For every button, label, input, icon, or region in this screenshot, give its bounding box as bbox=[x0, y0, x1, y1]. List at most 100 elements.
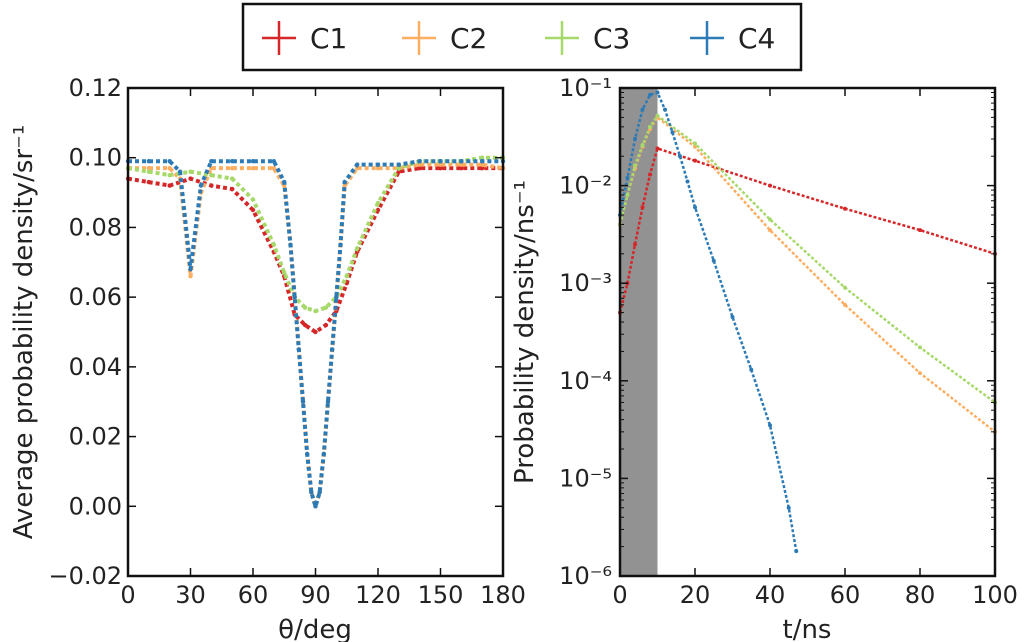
data-point bbox=[843, 302, 847, 307]
data-point bbox=[670, 130, 675, 135]
left-ytick-label: 0.06 bbox=[69, 283, 122, 311]
left-xlabel: θ/deg bbox=[278, 615, 352, 642]
data-point bbox=[640, 205, 645, 210]
data-point bbox=[167, 183, 172, 188]
data-point bbox=[342, 179, 347, 185]
data-point bbox=[321, 451, 327, 457]
data-point bbox=[693, 141, 697, 146]
data-point bbox=[640, 143, 645, 148]
data-point bbox=[749, 367, 754, 372]
data-point bbox=[229, 159, 235, 164]
data-point bbox=[313, 308, 318, 314]
right-xtick-label: 80 bbox=[905, 581, 936, 609]
data-point bbox=[396, 169, 402, 174]
right-series-c1 bbox=[618, 146, 997, 315]
data-point bbox=[282, 270, 287, 275]
data-point bbox=[188, 176, 193, 181]
data-point bbox=[693, 205, 697, 210]
data-point bbox=[843, 206, 847, 211]
data-point bbox=[313, 504, 318, 509]
data-point bbox=[354, 162, 360, 167]
data-point bbox=[313, 329, 318, 335]
data-point bbox=[768, 183, 772, 188]
data-point bbox=[693, 158, 697, 163]
left-series-line bbox=[128, 159, 503, 514]
legend-label: C1 bbox=[310, 22, 347, 55]
data-point bbox=[375, 162, 381, 167]
data-point bbox=[786, 505, 791, 510]
data-point bbox=[250, 197, 256, 202]
data-point bbox=[338, 242, 343, 248]
data-point bbox=[375, 200, 381, 206]
data-point bbox=[918, 371, 922, 376]
data-point bbox=[396, 162, 402, 167]
data-point bbox=[918, 228, 922, 233]
data-point bbox=[188, 267, 193, 272]
data-point bbox=[768, 228, 772, 233]
data-point bbox=[146, 165, 152, 171]
data-point bbox=[302, 305, 308, 310]
data-point bbox=[648, 172, 652, 177]
data-point bbox=[685, 179, 690, 184]
data-point bbox=[479, 165, 485, 171]
data-point bbox=[329, 347, 335, 352]
right-xtick-label: 20 bbox=[680, 581, 711, 609]
left-ytick-label: −0.02 bbox=[48, 562, 122, 590]
left-ytick-label: 0.08 bbox=[69, 213, 122, 241]
data-point bbox=[711, 258, 716, 263]
right-panel: 0 20 40 60 80 100 10⁻⁶ 10⁻⁵ 10⁻⁴ 10⁻³ 10⁻² 10⁻¹ t/n… bbox=[510, 74, 1018, 642]
data-point bbox=[417, 159, 422, 164]
data-point bbox=[229, 165, 235, 171]
left-xtick-label: 30 bbox=[175, 581, 206, 609]
data-point bbox=[648, 124, 652, 129]
data-point bbox=[342, 183, 347, 188]
data-point bbox=[271, 242, 277, 248]
data-point bbox=[730, 315, 735, 320]
legend-entry-c2: C2 bbox=[402, 21, 487, 55]
right-ytick-label: 10⁻³ bbox=[559, 269, 612, 297]
data-point bbox=[167, 165, 172, 171]
data-point bbox=[317, 490, 322, 495]
data-point bbox=[438, 165, 443, 171]
left-ytick-label: 0.04 bbox=[69, 353, 122, 381]
data-point bbox=[146, 169, 152, 174]
right-xtick-label: 100 bbox=[972, 581, 1018, 609]
legend-label: C2 bbox=[450, 22, 487, 55]
data-point bbox=[794, 549, 799, 554]
data-point bbox=[417, 165, 422, 171]
data-point bbox=[282, 179, 287, 185]
data-point bbox=[655, 90, 660, 95]
data-point bbox=[271, 165, 277, 171]
data-point bbox=[304, 451, 310, 457]
left-ytick-label: 0.00 bbox=[69, 492, 122, 520]
data-point bbox=[768, 423, 772, 428]
right-ytick-label: 10⁻⁶ bbox=[559, 562, 612, 590]
data-point bbox=[271, 159, 277, 164]
data-point bbox=[323, 305, 329, 310]
data-point bbox=[167, 159, 172, 164]
data-point bbox=[663, 107, 667, 112]
data-point bbox=[302, 322, 308, 328]
right-ytick-label: 10⁻⁴ bbox=[559, 367, 612, 395]
data-point bbox=[209, 183, 214, 188]
data-point bbox=[323, 322, 329, 328]
data-point bbox=[198, 183, 204, 188]
legend-entry-c1: C1 bbox=[262, 21, 347, 55]
data-point bbox=[479, 159, 485, 164]
right-axes-frame bbox=[618, 86, 997, 578]
data-point bbox=[146, 159, 152, 164]
right-xtick-label: 40 bbox=[755, 581, 786, 609]
left-panel: 0 30 60 90 120 150 180 −0.02 0.00 0.02 0.04 0.06 0.0… bbox=[9, 74, 526, 642]
data-point bbox=[843, 285, 847, 290]
right-series-c2 bbox=[618, 115, 997, 434]
right-xlabel: t/ns bbox=[783, 615, 832, 642]
data-point bbox=[640, 107, 645, 112]
data-point bbox=[459, 159, 464, 164]
legend-entry-c4: C4 bbox=[690, 21, 775, 55]
data-point bbox=[188, 169, 193, 174]
data-point bbox=[655, 146, 660, 151]
left-xtick-label: 0 bbox=[120, 581, 135, 609]
legend-label: C4 bbox=[738, 22, 775, 55]
data-point bbox=[625, 175, 630, 180]
